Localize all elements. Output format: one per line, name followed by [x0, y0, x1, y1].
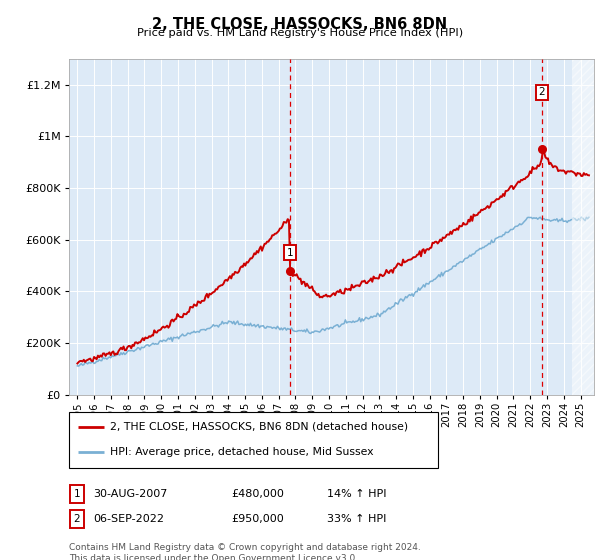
Text: £950,000: £950,000: [231, 514, 284, 524]
Text: 1: 1: [286, 248, 293, 258]
Text: Price paid vs. HM Land Registry's House Price Index (HPI): Price paid vs. HM Land Registry's House …: [137, 28, 463, 38]
Bar: [572, 59, 594, 395]
Text: 1: 1: [73, 489, 80, 499]
Text: 2: 2: [73, 514, 80, 524]
FancyBboxPatch shape: [69, 412, 438, 468]
Text: 33% ↑ HPI: 33% ↑ HPI: [327, 514, 386, 524]
Text: 2, THE CLOSE, HASSOCKS, BN6 8DN (detached house): 2, THE CLOSE, HASSOCKS, BN6 8DN (detache…: [110, 422, 408, 432]
Text: Contains HM Land Registry data © Crown copyright and database right 2024.
This d: Contains HM Land Registry data © Crown c…: [69, 543, 421, 560]
Text: 2: 2: [538, 87, 545, 97]
FancyBboxPatch shape: [70, 510, 84, 528]
Text: 14% ↑ HPI: 14% ↑ HPI: [327, 489, 386, 499]
Text: HPI: Average price, detached house, Mid Sussex: HPI: Average price, detached house, Mid …: [110, 447, 373, 458]
FancyBboxPatch shape: [70, 485, 84, 503]
Text: 2, THE CLOSE, HASSOCKS, BN6 8DN: 2, THE CLOSE, HASSOCKS, BN6 8DN: [152, 17, 448, 32]
Text: £480,000: £480,000: [231, 489, 284, 499]
Text: 06-SEP-2022: 06-SEP-2022: [94, 514, 164, 524]
Text: 30-AUG-2007: 30-AUG-2007: [94, 489, 168, 499]
